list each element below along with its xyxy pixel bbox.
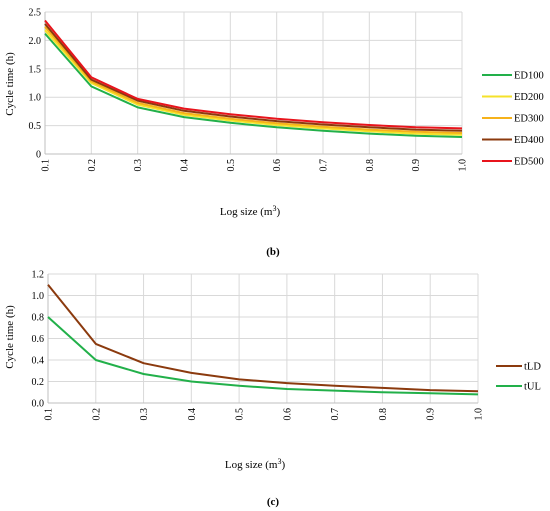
series-line-ed500 — [44, 19, 463, 130]
x-tick-label: 1.0 — [474, 408, 485, 421]
x-tick-label: 0.9 — [426, 408, 437, 421]
y-tick-label: 0.6 — [32, 334, 45, 345]
x-tick-label: 0.1 — [44, 408, 55, 421]
gridlines — [48, 273, 479, 403]
x-tick-label: 0.4 — [180, 159, 191, 172]
y-tick-label: 1.0 — [32, 291, 45, 302]
y-tick-label: 2.5 — [29, 8, 42, 19]
y-tick-labels: 0 0.5 1.0 1.5 2.0 2.5 — [29, 8, 42, 161]
x-tick-label: 0.7 — [319, 159, 330, 172]
y-tick-label: 2.0 — [29, 36, 42, 47]
legend-label: ED100 — [514, 71, 544, 82]
y-axis-label: Cycle time (h) — [4, 52, 16, 116]
y-tick-label: 0.2 — [32, 377, 45, 388]
legend: ED100 ED200 ED300 ED400 ED500 — [482, 71, 544, 168]
x-tick-label: 0.8 — [365, 159, 376, 172]
x-tick-label: 0.6 — [282, 408, 293, 421]
x-tick-label: 0.2 — [91, 408, 102, 421]
series-line-ed300 — [44, 26, 463, 134]
axes — [47, 274, 478, 404]
x-axis-label: Log size (m3) — [225, 457, 286, 471]
y-tick-label: 1.5 — [29, 64, 42, 75]
series-lines — [47, 284, 479, 396]
series-line-tul — [47, 316, 479, 396]
chart-panel-b: 00.51.01.52.02.5 0.1 0.2 0.3 0.4 0.5 0.6 0.7 0.… — [4, 8, 544, 259]
legend-label: ED400 — [514, 135, 544, 146]
series-lines — [44, 19, 463, 138]
x-tick-label: 0.3 — [139, 408, 150, 421]
y-tick-label: 1.2 — [32, 270, 45, 281]
legend-label: tLD — [524, 362, 541, 373]
panel-label-b: (b) — [266, 246, 280, 258]
y-tick-label: 0.8 — [32, 313, 45, 324]
x-tick-label: 0.2 — [87, 159, 98, 172]
x-tick-label: 0.5 — [226, 159, 237, 172]
legend-label: ED200 — [514, 92, 544, 103]
x-axis-label: Log size (m3) — [220, 204, 281, 218]
legend: tLD tUL — [496, 362, 541, 393]
chart-panel-c: 0.0 0.2 0.4 0.6 0.8 1.0 1.2 0.1 0.2 0.3 0.4 0.5 0.6… — [4, 270, 541, 509]
series-line-ed400 — [44, 23, 463, 132]
axes — [44, 12, 462, 155]
x-tick-label: 1.0 — [458, 159, 469, 172]
y-tick-label: 0 — [36, 150, 41, 161]
y-tick-label: 0.0 — [32, 399, 45, 410]
y-axis-label: Cycle time (h) — [4, 305, 16, 369]
panel-label-c: (c) — [267, 496, 280, 508]
x-tick-label: 0.5 — [235, 408, 246, 421]
y-tick-label: 0.5 — [29, 121, 42, 132]
series-line-tld — [47, 284, 479, 393]
x-tick-label: 0.3 — [133, 159, 144, 172]
x-tick-label: 0.8 — [378, 408, 389, 421]
x-tick-label: 0.9 — [411, 159, 422, 172]
x-tick-labels: 0.1 0.2 0.3 0.4 0.5 0.6 0.7 0.8 0.9 1.0 — [44, 408, 485, 421]
x-tick-label: 0.6 — [272, 159, 283, 172]
legend-label: tUL — [524, 382, 541, 393]
y-tick-label: 1.0 — [29, 93, 42, 104]
x-tick-labels: 0.1 0.2 0.3 0.4 0.5 0.6 0.7 0.8 0.9 1.0 — [41, 159, 469, 172]
y-tick-labels: 0.0 0.2 0.4 0.6 0.8 1.0 1.2 — [32, 270, 45, 410]
x-tick-label: 0.7 — [330, 408, 341, 421]
legend-label: ED300 — [514, 114, 544, 125]
x-tick-label: 0.1 — [41, 159, 52, 172]
series-line-ed200 — [44, 29, 463, 136]
x-tick-label: 0.4 — [187, 408, 198, 421]
legend-label: ED500 — [514, 157, 544, 168]
series-line-ed100 — [44, 32, 463, 138]
y-tick-label: 0.4 — [32, 356, 45, 367]
